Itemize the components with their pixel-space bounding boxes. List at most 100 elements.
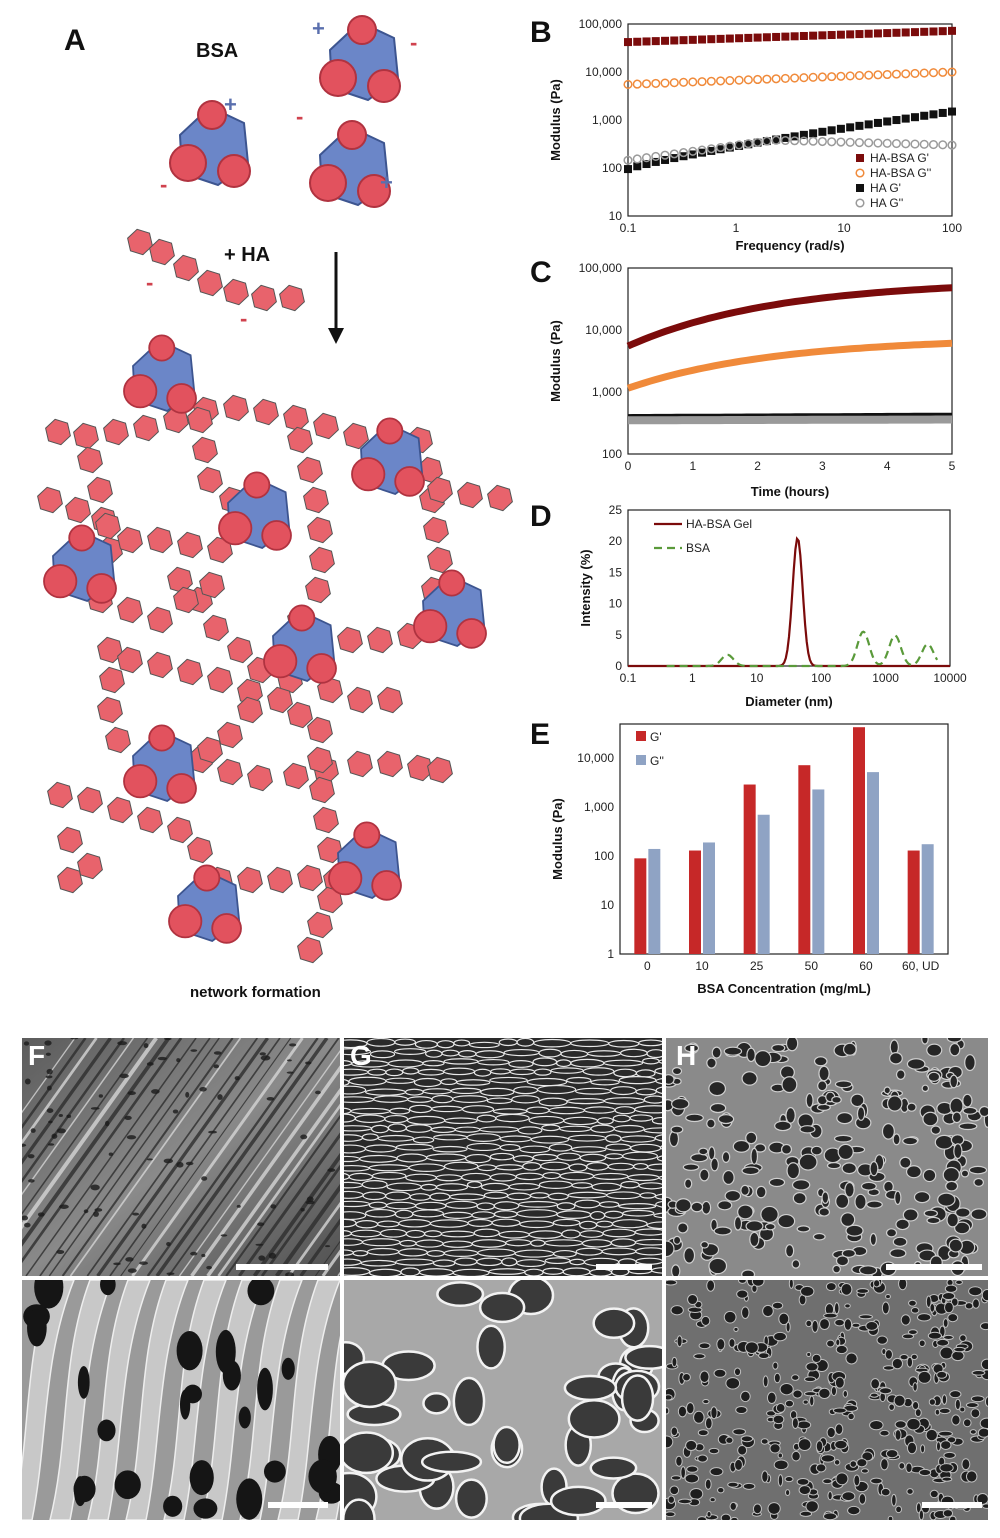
sem-pore [685,1439,698,1451]
sem-pore [785,1244,795,1258]
sem-pore [666,1435,674,1449]
sem-pore [710,1406,718,1420]
sem-pore [797,1438,812,1451]
sem-lamella [635,1088,657,1096]
sem-pore [710,1157,719,1172]
chart-b-xtick: 10 [837,221,851,235]
chart-c-ytick: 10,000 [585,323,622,337]
sem-pore [666,1511,676,1518]
protein-red-domain [148,334,176,362]
sem-pore [176,1058,181,1063]
sem-pore [791,1450,801,1462]
sem-pore [835,1255,850,1267]
sem-pore [762,1375,769,1388]
sem-lamella [489,1152,515,1161]
ha-monomer [317,836,343,864]
sem-pore [926,1043,943,1057]
sem-pore [327,1168,336,1172]
sem-pore [791,1417,799,1429]
sem-fiber [238,1132,340,1276]
chart-b-point [698,148,707,157]
sem-pore [741,1306,750,1319]
sem-lamella [361,1133,379,1141]
sem-pore [672,1235,682,1245]
sem-pore [741,1166,760,1176]
sem-pore [869,1232,877,1247]
chart-e-xtick: 60 [859,959,873,973]
sem-lamella [548,1143,573,1152]
chart-b-point [864,138,874,148]
chart-e-ytick: 10,000 [577,751,614,765]
chart-b-ytick: 100,000 [579,17,623,31]
chart-b-point [901,114,910,123]
sem-pore [847,1505,861,1516]
sem-pore [920,1444,926,1454]
sem-pore [955,1207,971,1218]
sem-fiber [201,1280,265,1520]
sem-h-letter: H [676,1040,697,1071]
sem-pore [841,1162,857,1175]
sem-lamella [360,1259,397,1267]
sem-pore [891,1357,903,1370]
chart-b-point [642,160,651,169]
sem-lamella [453,1039,471,1047]
ha-monomer [197,466,223,494]
sem-pore [964,1054,976,1072]
sem-pore [798,1485,811,1496]
sem-lamella [465,1153,491,1164]
sem-pore [805,1319,813,1328]
sem-f-bottom-scalebar [268,1502,328,1508]
sem-pore [777,1213,796,1229]
ha-monomer [337,626,363,654]
sem-pore [860,1468,869,1474]
sem-pore [898,1462,906,1470]
sem-pore [741,1071,758,1086]
chart-b-point [947,67,957,77]
chart-e-bar [907,850,920,954]
sem-pore [813,1056,828,1067]
chart-b-point [678,77,689,87]
chart-b-legend-label: HA G'' [870,196,903,210]
chart-c-ylabel: Modulus (Pa) [548,320,563,402]
ha-monomer [127,228,153,256]
sem-pore [802,1399,809,1405]
sem-pore [881,1301,890,1315]
sem-pore [666,1240,675,1258]
chart-e-bar [798,765,811,954]
sem-pore [822,1512,838,1520]
protein-red-domain [371,870,402,901]
sem-pore [939,1346,954,1360]
sem-pore [764,1222,776,1231]
ha-monomer [57,826,83,854]
sem-pore [720,1513,732,1520]
ha-monomer [103,418,129,446]
sem-pore [98,1094,103,1098]
sem-pore [925,1295,932,1308]
sem-pore [305,1200,315,1205]
sem-pore [951,1111,962,1124]
protein-red-domain [351,457,386,492]
chart-b-point [771,135,781,145]
ha-monomer [187,836,213,864]
sem-pore [833,1134,853,1143]
sem-pore [724,1189,742,1202]
chart-b-point [790,136,800,146]
sem-pore [30,1128,36,1133]
sem-pore [885,1293,891,1300]
sem-pore [834,1376,845,1389]
ha-monomer [367,626,393,654]
chart-e-bar [743,784,756,954]
ha-monomer [107,796,133,824]
sem-lamella [643,1095,662,1104]
chart-b-point [910,28,919,37]
sem-lamella [408,1163,446,1172]
sem-pore [818,1065,830,1082]
sem-pore [934,1134,954,1150]
sem-pore [709,1497,716,1503]
chart-b-point [873,118,882,127]
chart-b-point [882,69,892,80]
ha-monomer [377,750,403,778]
sem-pore [834,1439,848,1450]
sem-pore [176,1161,184,1168]
charge-sign: + [380,170,393,195]
